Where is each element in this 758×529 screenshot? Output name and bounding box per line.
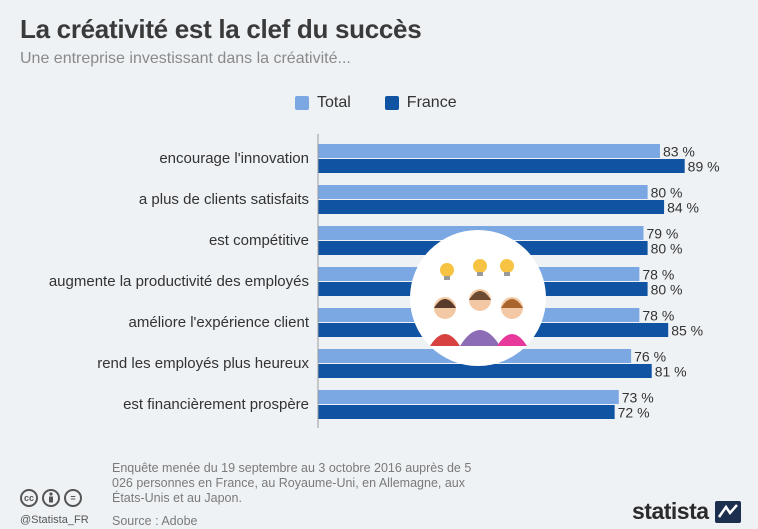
category-label: est financièrement prospère	[123, 396, 309, 413]
social-handle: @Statista_FR	[20, 514, 89, 526]
person-body-icon	[497, 334, 527, 346]
chart-subtitle: Une entreprise investissant dans la créa…	[20, 50, 351, 67]
bar	[318, 200, 665, 214]
person-hair-icon	[469, 291, 491, 300]
data-label: 72 %	[618, 405, 650, 421]
data-label: 89 %	[688, 159, 720, 175]
category-label: encourage l'innovation	[159, 150, 309, 167]
data-label: 73 %	[622, 390, 654, 406]
person-body-icon	[430, 334, 460, 346]
data-label: 81 %	[655, 364, 687, 380]
lightbulb-icon	[500, 259, 514, 273]
data-label: 85 %	[671, 323, 703, 339]
data-label: 84 %	[667, 200, 699, 216]
bar	[318, 364, 652, 378]
license-icons: cc =	[20, 489, 82, 507]
data-label: 83 %	[663, 144, 695, 160]
person-hair-icon	[434, 299, 456, 308]
no-derivatives-icon: =	[64, 489, 82, 507]
bar	[318, 405, 615, 419]
data-label: 76 %	[634, 349, 666, 365]
data-label: 78 %	[642, 308, 674, 324]
person-hair-icon	[501, 299, 523, 308]
bar	[318, 144, 660, 158]
legend-swatch-total	[295, 96, 309, 110]
chart-title: La créativité est la clef du succès	[20, 14, 422, 44]
survey-note: Enquête menée du 19 septembre au 3 octob…	[112, 461, 472, 505]
lightbulb-base-icon	[504, 272, 510, 276]
lightbulb-base-icon	[444, 276, 450, 280]
lightbulb-base-icon	[477, 272, 483, 276]
person-body-icon	[460, 330, 500, 346]
logo-text: statista	[632, 498, 709, 524]
legend: Total France	[295, 92, 457, 114]
bar	[318, 159, 685, 173]
lightbulb-icon	[440, 263, 454, 277]
data-label: 79 %	[646, 226, 678, 242]
bar	[318, 185, 648, 199]
legend-label-france: France	[406, 94, 457, 111]
lightbulb-icon	[473, 259, 487, 273]
legend-swatch-france	[384, 96, 399, 110]
legend-label-total: Total	[317, 94, 351, 111]
data-label: 80 %	[651, 282, 683, 298]
data-label: 78 %	[642, 267, 674, 283]
data-label: 80 %	[651, 241, 683, 257]
legend-item-france: France	[384, 94, 457, 112]
category-label: améliore l'expérience client	[129, 314, 310, 331]
category-label: est compétitive	[209, 232, 309, 249]
category-label: a plus de clients satisfaits	[139, 191, 309, 208]
source-text: Source : Adobe	[112, 514, 198, 528]
attribution-icon	[42, 489, 60, 507]
bar	[318, 390, 619, 404]
cc-icon: cc	[20, 489, 38, 507]
legend-item-total: Total	[295, 94, 351, 112]
category-label: augmente la productivité des employés	[49, 273, 309, 290]
bar-chart: encourage l'innovation 83 %89 % a plus de …	[49, 134, 720, 428]
category-label: rend les employés plus heureux	[97, 355, 309, 372]
data-label: 80 %	[651, 185, 683, 201]
statista-logo-icon	[714, 500, 741, 523]
statista-logo: statista	[632, 498, 741, 525]
